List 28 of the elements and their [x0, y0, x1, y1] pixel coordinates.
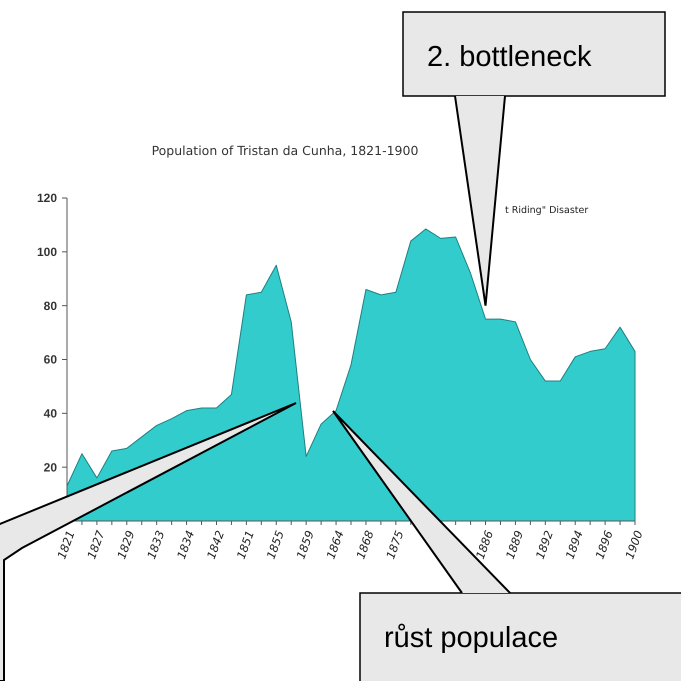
y-tick-label: 20	[44, 460, 58, 474]
x-tick-label: 1859	[294, 528, 317, 561]
annotation: 2. bottleneck	[427, 41, 592, 74]
x-tick-label: 1875	[383, 528, 406, 561]
x-tick-label: 1842	[204, 528, 228, 561]
x-tick-label: 1868	[353, 528, 377, 561]
x-tick-label: 1886	[472, 528, 496, 561]
x-tick-label: 1829	[114, 528, 138, 561]
y-tick-label: 60	[44, 352, 58, 367]
x-tick-label: 1827	[84, 528, 108, 561]
y-tick-label: 80	[44, 298, 58, 313]
x-tick-label: 1864	[323, 528, 347, 561]
x-tick-label: 1851	[234, 528, 257, 561]
chart-title: Population of Tristan da Cunha, 1821-1900	[152, 143, 418, 158]
x-tick-label: 1834	[174, 528, 198, 561]
x-tick-label: 1896	[592, 528, 616, 561]
x-tick-label: 1833	[144, 528, 168, 561]
x-tick-label: 1892	[532, 528, 556, 561]
x-tick-label: 1855	[264, 528, 287, 561]
x-tick-label: 1900	[622, 528, 646, 561]
x-tick-label: 1821	[54, 528, 78, 561]
y-tick-label: 40	[44, 406, 58, 421]
annotation: t Riding" Disaster	[505, 205, 588, 216]
text: růst populace	[384, 622, 558, 654]
x-tick-label: 1894	[562, 528, 586, 561]
y-tick-label: 100	[36, 245, 58, 260]
x-tick-label: 1889	[502, 528, 526, 561]
y-tick-label: 120	[36, 191, 58, 206]
